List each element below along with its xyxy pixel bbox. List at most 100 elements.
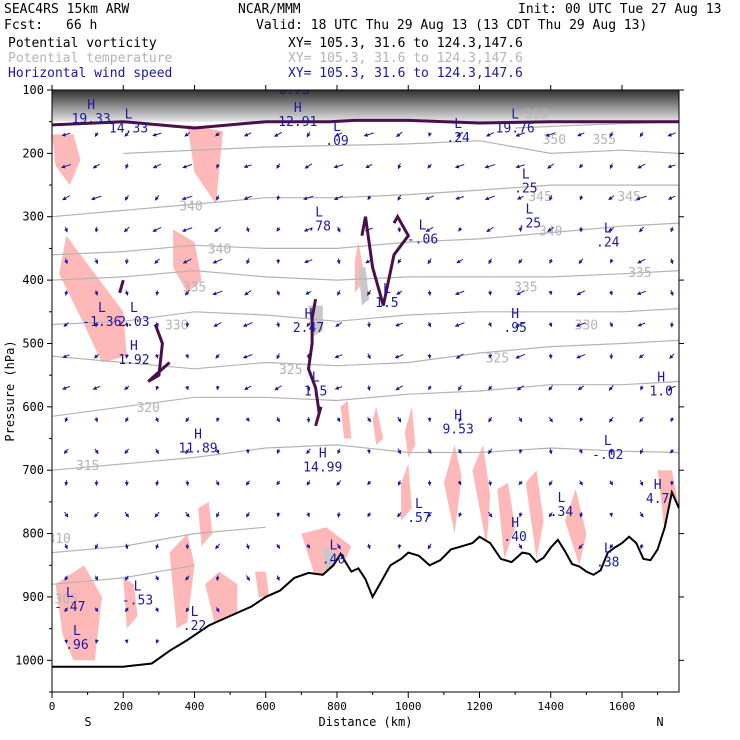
wind-vector (245, 575, 251, 581)
theta-contour-310 (52, 526, 266, 554)
stratosphere-shading (52, 90, 679, 122)
x-tick-label: 800 (327, 700, 347, 713)
wind-vector (518, 480, 523, 486)
hilo-marker-L: L (98, 301, 106, 316)
hilo-marker-L: L (419, 218, 427, 233)
wind-vector (549, 195, 553, 201)
wind-vector (455, 353, 464, 359)
hilo-marker-H: H (657, 370, 665, 385)
wind-vector (427, 543, 432, 550)
theta-label: 330 (165, 319, 188, 334)
y-tick-label: 500 (22, 336, 44, 350)
wind-vector (94, 132, 99, 137)
pv-gray-region (358, 267, 370, 306)
hilo-value: .22 (183, 619, 206, 634)
wind-vector (639, 448, 644, 455)
wind-vector (397, 544, 402, 549)
hilo-marker-L: L (604, 542, 612, 557)
wind-vector (185, 480, 190, 487)
wind-vector (548, 322, 553, 328)
wind-vector (394, 354, 404, 359)
wind-vector (458, 512, 463, 518)
wind-vector (334, 354, 343, 359)
wind-vector (124, 322, 129, 328)
wind-vector (667, 164, 676, 169)
wind-vector (367, 417, 372, 423)
terrain-line (52, 489, 679, 668)
wind-vector (154, 322, 159, 328)
wind-vector (124, 448, 130, 455)
hilo-marker-L: L (330, 538, 338, 553)
wind-vector (363, 132, 374, 137)
wind-vector (367, 512, 372, 518)
wind-vector (62, 354, 70, 359)
wind-vector (214, 226, 221, 233)
pv-contour (147, 323, 171, 383)
wind-vector (306, 544, 311, 549)
hilo-marker-L: L (191, 605, 199, 620)
wind-vector (608, 385, 614, 391)
theta-label: 320 (136, 401, 159, 416)
hilo-marker-L: L (125, 108, 133, 123)
hilo-value: 1.92 (118, 353, 149, 368)
wind-vector (182, 258, 192, 264)
wind-vector (64, 258, 68, 265)
x-tick-label: 400 (185, 700, 205, 713)
pv-shade-region (401, 463, 412, 521)
y-tick-label: 600 (22, 400, 44, 414)
wind-vector (576, 353, 586, 359)
wind-vector (124, 511, 129, 518)
wind-vector (486, 132, 494, 137)
wind-vector (276, 227, 281, 232)
wind-vector (397, 258, 402, 264)
wind-vector (397, 194, 402, 201)
wind-vector (548, 385, 553, 391)
field-wind-name: Horizontal wind speed (8, 66, 173, 81)
wind-vector (427, 258, 432, 265)
wind-vector (518, 258, 523, 264)
x-end-label-right: N (656, 715, 663, 729)
wind-vector (216, 163, 220, 169)
wind-vector (273, 131, 283, 137)
wind-vector (639, 416, 644, 423)
wind-vector (456, 258, 464, 264)
wind-vector (515, 353, 526, 359)
wind-vector (215, 543, 221, 550)
x-tick-label: 200 (113, 700, 133, 713)
wind-vector (185, 385, 189, 391)
wind-vector (516, 290, 525, 296)
wind-vector (636, 290, 646, 296)
wind-vector (488, 290, 492, 296)
header-org: NCAR/MMM (238, 2, 301, 17)
wind-vector (395, 322, 404, 327)
wind-vector (155, 543, 160, 550)
wind-vector (243, 164, 252, 169)
wind-vector (154, 258, 160, 264)
wind-vector (304, 163, 313, 169)
wind-vector (215, 132, 220, 137)
wind-vector (152, 132, 162, 137)
wind-vector (124, 290, 129, 296)
pv-shade-region (404, 406, 416, 458)
header-fcst-value: 66 h (66, 18, 98, 33)
wind-vector (608, 195, 615, 201)
pv-top-label: 6.73 (279, 83, 310, 98)
wind-vector (243, 132, 252, 137)
wind-vector (155, 480, 160, 487)
wind-vector (637, 258, 646, 264)
theta-label: 345 (617, 190, 640, 205)
y-tick-label: 100 (22, 83, 44, 97)
hilo-marker-L: L (312, 370, 320, 385)
wind-vector (92, 385, 100, 390)
wind-vector (365, 163, 373, 169)
wind-vector (427, 290, 432, 296)
wind-vector (306, 448, 311, 455)
wind-vector (125, 163, 129, 170)
wind-vector (545, 132, 556, 137)
wind-vector (667, 132, 676, 137)
wind-vector (333, 164, 344, 169)
wind-vector (242, 322, 253, 327)
pv-shade-region (525, 470, 544, 559)
wind-vector (548, 480, 553, 486)
